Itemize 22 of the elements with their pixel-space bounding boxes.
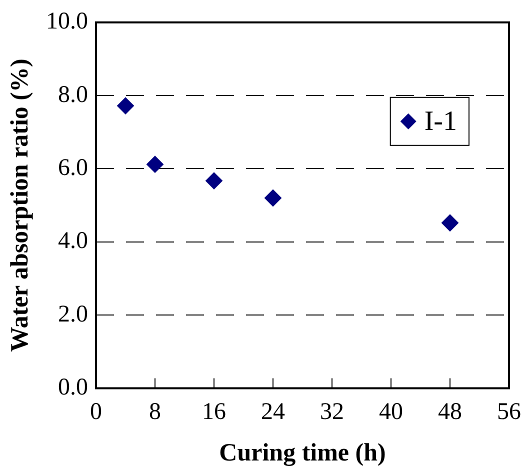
x-tick-label: 56 <box>497 398 521 425</box>
legend-label: I-1 <box>424 106 458 137</box>
x-tick-label: 8 <box>149 398 161 425</box>
point <box>264 189 282 206</box>
y-tick-label: 4.0 <box>58 228 88 254</box>
point <box>146 156 164 173</box>
y-tick-label: 0.0 <box>58 374 88 400</box>
point <box>442 214 458 232</box>
y-tick-label: 8.0 <box>58 82 88 108</box>
point <box>117 97 134 114</box>
y-tick-label: 6.0 <box>58 155 88 182</box>
x-tick-label: 48 <box>438 398 462 425</box>
y-tick-label: 10.0 <box>46 8 88 35</box>
x-tick-label: 24 <box>261 398 285 425</box>
x-tick-label: 0 <box>90 398 102 425</box>
x-tick-label: 32 <box>320 398 344 425</box>
y-tick-label: 2.0 <box>58 301 88 328</box>
x-tick-label: 40 <box>379 398 403 425</box>
point <box>206 172 222 190</box>
x-tick-label: 16 <box>202 398 226 425</box>
y-axis-title: Water absorption ratio (%) <box>6 58 34 352</box>
x-axis-title: Curing time (h) <box>219 439 386 466</box>
